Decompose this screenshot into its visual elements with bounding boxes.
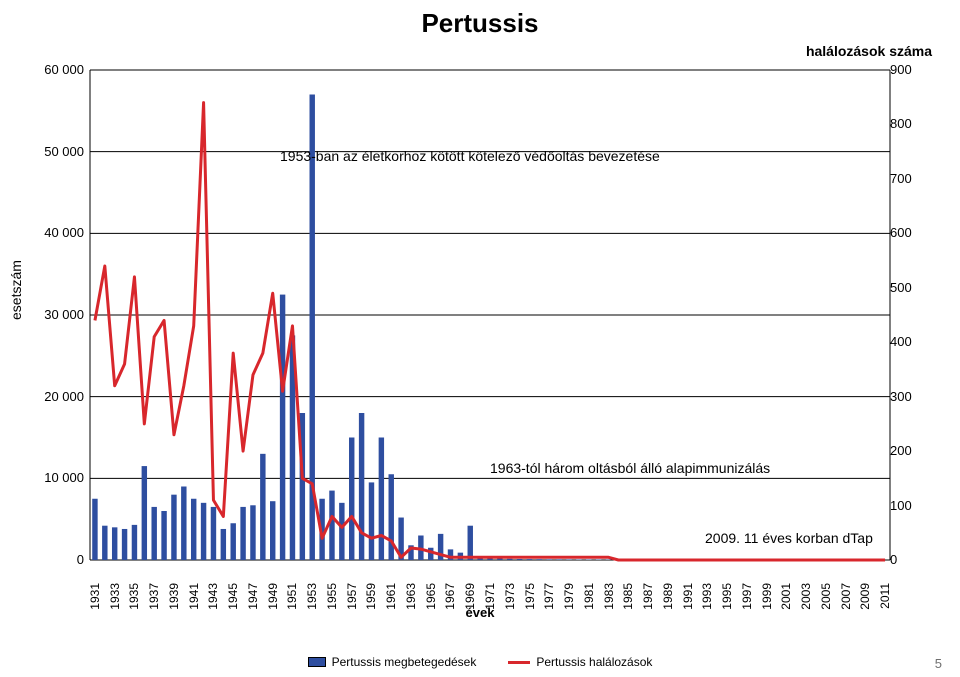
y1-tick: 40 000	[24, 225, 84, 240]
y1-tick: 0	[24, 552, 84, 567]
y1-axis-label: esetszám	[8, 260, 24, 320]
y2-tick: 500	[890, 280, 940, 295]
x-axis-label: évek	[0, 605, 960, 620]
y1-tick: 50 000	[24, 144, 84, 159]
y1-tick: 30 000	[24, 307, 84, 322]
y2-tick: 0	[890, 552, 940, 567]
plot-area	[90, 70, 890, 560]
legend-item-bars: Pertussis megbetegedések	[308, 655, 477, 669]
y2-tick: 800	[890, 116, 940, 131]
y1-tick: 60 000	[24, 62, 84, 77]
legend-label-line: Pertussis halálozások	[536, 655, 652, 669]
chart-title: Pertussis	[0, 8, 960, 39]
legend-item-line: Pertussis halálozások	[508, 655, 652, 669]
chart-annotation: 2009. 11 éves korban dTap	[705, 530, 873, 546]
chart-annotation: 1953-ban az életkorhoz kötött kötelező v…	[280, 148, 660, 164]
legend: Pertussis megbetegedések Pertussis halál…	[0, 655, 960, 669]
y2-tick: 600	[890, 225, 940, 240]
y2-axis-title: halálozások száma	[806, 43, 932, 59]
legend-swatch-bar-icon	[308, 657, 326, 667]
chart-annotation: 1963-tól három oltásból álló alapimmuniz…	[490, 460, 770, 476]
y2-tick: 700	[890, 171, 940, 186]
y2-tick: 100	[890, 498, 940, 513]
chart-svg	[90, 70, 890, 560]
y2-tick: 200	[890, 443, 940, 458]
y2-tick: 900	[890, 62, 940, 77]
legend-swatch-line-icon	[508, 661, 530, 664]
y2-tick: 400	[890, 334, 940, 349]
page-number: 5	[935, 656, 942, 671]
y1-tick: 10 000	[24, 470, 84, 485]
legend-label-bars: Pertussis megbetegedések	[332, 655, 477, 669]
y2-tick: 300	[890, 389, 940, 404]
y1-tick: 20 000	[24, 389, 84, 404]
